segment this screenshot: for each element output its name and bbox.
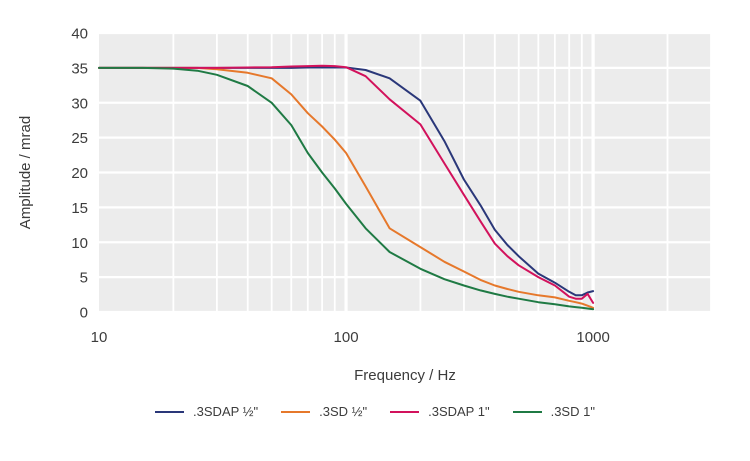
legend-label: .3SD 1" — [550, 404, 595, 419]
legend-item: .3SD ½" — [281, 404, 367, 419]
y-tick-label: 40 — [71, 26, 88, 43]
y-tick-label: 25 — [71, 130, 88, 147]
y-tick-label: 10 — [71, 235, 88, 252]
x-tick-label: 1000 — [576, 329, 609, 346]
y-tick-label: 0 — [80, 305, 88, 322]
plot-area: 0 5 10 15 20 25 30 35 40 10 100 1000 Amplitude / m… — [17, 26, 712, 384]
legend: .3SDAP ½" .3SD ½" .3SDAP 1" .3SD 1" — [0, 404, 750, 419]
legend-label: .3SDAP 1" — [428, 404, 490, 419]
x-tick-label: 100 — [334, 329, 359, 346]
series-line — [98, 64, 595, 304]
legend-label: .3SDAP ½" — [193, 404, 259, 419]
legend-label: .3SD ½" — [319, 404, 368, 419]
x-axis-title: Frequency / Hz — [354, 367, 456, 384]
legend-line-swatch — [281, 410, 311, 413]
y-tick-label: 30 — [71, 95, 88, 112]
y-axis-title: Amplitude / mrad — [17, 116, 34, 229]
y-axis-tick-labels: 0 5 10 15 20 25 30 35 40 — [71, 26, 88, 322]
series-line — [98, 66, 595, 309]
legend-line-swatch — [390, 410, 420, 413]
y-tick-label: 35 — [71, 60, 88, 77]
y-tick-label: 5 — [80, 270, 88, 287]
x-axis-tick-labels: 10 100 1000 — [91, 329, 610, 346]
legend-line-swatch — [512, 410, 542, 413]
y-tick-label: 15 — [71, 200, 88, 217]
y-tick-label: 20 — [71, 165, 88, 182]
series-lines — [98, 64, 595, 311]
legend-item: .3SDAP ½" — [155, 404, 258, 419]
series-line — [98, 66, 595, 311]
x-tick-label: 10 — [91, 329, 108, 346]
legend-item: .3SD 1" — [512, 404, 595, 419]
legend-line-swatch — [155, 410, 185, 413]
legend-item: .3SDAP 1" — [390, 404, 490, 419]
